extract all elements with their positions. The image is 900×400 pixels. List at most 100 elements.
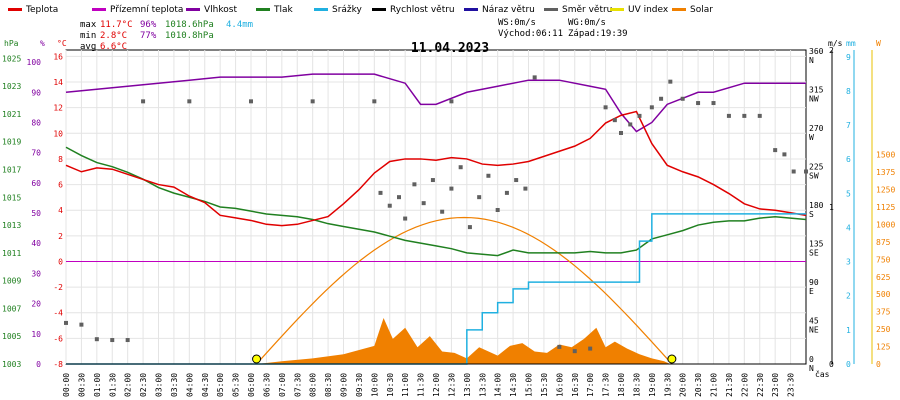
solar-tick-label: 0 <box>876 360 881 369</box>
winddir-point <box>421 201 426 206</box>
legend-label: Teplota <box>25 5 58 15</box>
winddir-point <box>467 225 472 230</box>
humidity-tick-label: 50 <box>31 209 41 218</box>
x-tick-label: 09:30 <box>355 373 364 397</box>
winddir-tick-dir: NW <box>809 94 819 103</box>
x-tick-label: 03:30 <box>170 373 179 397</box>
winddir-point <box>403 216 408 221</box>
winddir-tick-dir: NE <box>809 325 819 334</box>
temp-tick-label: 10 <box>53 129 63 138</box>
humidity-tick-label: 20 <box>31 300 41 309</box>
legend-label: Náraz větru <box>482 5 535 15</box>
x-tick-label: 23:00 <box>771 373 780 397</box>
x-tick-label: 03:00 <box>155 373 164 397</box>
x-tick-label: 11:00 <box>401 373 410 397</box>
solar-tick-label: 1125 <box>876 203 895 212</box>
legend-label: Rychlost větru <box>390 5 455 15</box>
x-tick-label: 18:30 <box>632 373 641 397</box>
temp-tick-label: -8 <box>53 360 63 369</box>
winddir-point <box>378 190 383 195</box>
solar-clear-sky-line <box>256 216 673 365</box>
x-tick-label: 17:00 <box>586 373 595 397</box>
x-tick-label: 05:00 <box>216 373 225 397</box>
x-tick-label: 08:00 <box>309 373 318 397</box>
x-tick-label: 10:30 <box>386 373 395 397</box>
x-tick-label: 00:30 <box>77 373 86 397</box>
temp-tick-label: 12 <box>53 104 63 113</box>
x-tick-label: 04:30 <box>201 373 210 397</box>
legend-swatch <box>92 8 106 11</box>
winddir-point <box>397 195 401 200</box>
legend-label: Přízemní teplota <box>110 5 183 15</box>
legend-swatch <box>610 8 624 11</box>
winddir-point <box>387 203 392 208</box>
winddir-point <box>680 96 685 101</box>
winddir-point <box>495 207 500 212</box>
winddir-tick-deg: 225 <box>809 162 824 171</box>
precip-tick-label: 1 <box>846 326 851 335</box>
winddir-tick-deg: 315 <box>809 85 824 94</box>
chart-title: 11.04.2023 <box>411 41 489 56</box>
x-tick-label: 07:30 <box>293 373 302 397</box>
precip-tick-label: 9 <box>846 53 851 62</box>
x-tick-label: 23:30 <box>787 373 796 397</box>
winddir-tick-dir: W <box>809 133 814 142</box>
winddir-point <box>791 169 796 174</box>
winddir-point <box>449 99 454 104</box>
x-tick-label: 05:30 <box>232 373 241 397</box>
pressure-tick-label: 1007 <box>2 304 21 313</box>
x-tick-label: 17:30 <box>602 373 611 397</box>
stat-min-hum: 77% <box>140 31 157 41</box>
temp-tick-label: -4 <box>53 309 63 318</box>
legend-swatch <box>256 8 270 11</box>
winddir-point <box>711 101 716 106</box>
solar-unit: W <box>876 39 881 48</box>
winddir-point <box>64 320 68 325</box>
x-tick-label: 12:00 <box>432 373 441 397</box>
winddir-point <box>372 99 377 104</box>
solar-tick-label: 125 <box>876 343 891 352</box>
winddir-point <box>141 99 146 104</box>
temp-tick-label: -6 <box>53 334 63 343</box>
temp-tick-label: 6 <box>58 181 63 190</box>
winddir-tick-dir: N <box>809 364 814 373</box>
pressure-line <box>65 146 807 257</box>
x-tick-label: 11:30 <box>417 373 426 397</box>
x-tick-label: 01:00 <box>93 373 102 397</box>
x-tick-label: 21:00 <box>710 373 719 397</box>
solar-tick-label: 250 <box>876 325 891 334</box>
legend-label: Solar <box>690 5 713 15</box>
stats-block: max 11.7°C 96% 1018.6hPa 4.4mm min 2.8°C… <box>80 18 628 52</box>
temp-tick-label: -2 <box>53 283 63 292</box>
windspeed-tick-label: 2 <box>829 46 834 55</box>
precip-tick-label: 0 <box>846 360 851 369</box>
winddir-point <box>757 113 762 118</box>
x-tick-label: 06:00 <box>247 373 256 397</box>
temp-unit: °C <box>57 39 67 48</box>
winddir-point <box>458 165 463 170</box>
winddir-point <box>94 337 99 342</box>
stat-sunrise: Východ:06:11 <box>498 29 563 39</box>
winddir-tick-deg: 270 <box>809 124 824 133</box>
pressure-tick-label: 1021 <box>2 110 21 119</box>
pressure-tick-label: 1013 <box>2 221 21 230</box>
solar-tick-label: 750 <box>876 255 891 264</box>
legend-label: Tlak <box>273 5 294 15</box>
winddir-tick-dir: SW <box>809 171 819 180</box>
stat-precip: 4.4mm <box>226 20 253 30</box>
stat-max-label: max <box>80 20 97 30</box>
stat-max-temp: 11.7°C <box>100 20 133 30</box>
x-tick-label: 13:00 <box>463 373 472 397</box>
pressure-tick-label: 1003 <box>2 360 21 369</box>
winddir-tick-dir: E <box>809 287 814 296</box>
winddir-point <box>572 349 577 354</box>
winddir-point <box>782 152 787 157</box>
legend-swatch <box>186 8 200 11</box>
winddir-point <box>79 322 84 327</box>
solar-tick-label: 625 <box>876 273 891 282</box>
precip-tick-label: 4 <box>846 223 851 232</box>
stat-max-hum: 96% <box>140 20 157 30</box>
legend-label: Vlhkost <box>204 5 237 15</box>
humidity-tick-label: 80 <box>31 118 41 127</box>
humidity-tick-label: 0 <box>36 360 41 369</box>
